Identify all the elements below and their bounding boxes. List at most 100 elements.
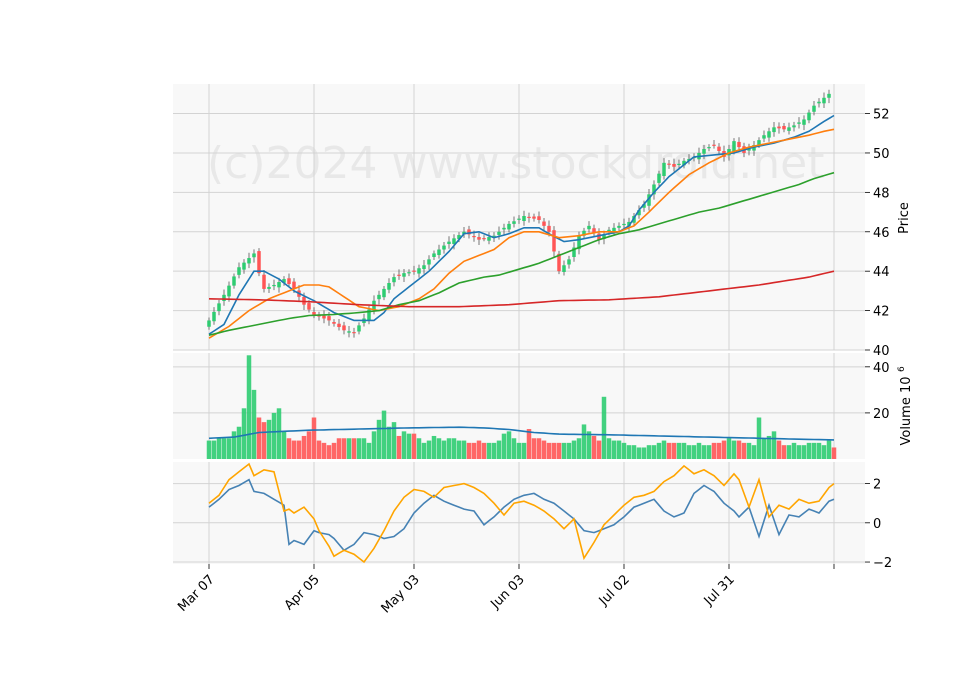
candlesticks [207, 89, 831, 338]
volume-bar [651, 445, 657, 459]
price-y-tick-label: 46 [873, 226, 890, 241]
volume-bar [331, 442, 337, 459]
candle-body [412, 270, 416, 272]
candle-body [712, 144, 716, 146]
volume-bar [326, 445, 332, 459]
volume-bar [631, 445, 637, 459]
volume-bar [556, 442, 562, 459]
volume-bar [596, 440, 602, 459]
volume-bar [766, 435, 772, 459]
volume-bar [461, 440, 467, 459]
volume-bar [621, 442, 627, 459]
volume-bar [561, 442, 567, 459]
volume-bar [511, 438, 517, 459]
candle-body [672, 163, 676, 167]
volume-bar [546, 442, 552, 459]
price-ma_mid-line [208, 128, 835, 339]
candle-body [757, 140, 761, 146]
candle-body [282, 279, 286, 283]
volume-bar [486, 442, 492, 459]
candle-body [667, 163, 671, 165]
volume-bar [796, 445, 802, 459]
volume-bar [491, 442, 497, 459]
volume-bar [501, 433, 507, 459]
candle-body [272, 284, 276, 287]
candle-body [597, 233, 601, 240]
volume-bar [356, 438, 362, 459]
candle-body [562, 265, 566, 272]
volume-bar [381, 410, 387, 459]
volume-bar [336, 438, 342, 459]
candle-body [612, 227, 616, 232]
candle-body [392, 277, 396, 283]
volume-bar [406, 433, 412, 459]
volume-bar [801, 445, 807, 459]
candle-body [517, 218, 521, 220]
volume-bar [471, 442, 477, 459]
volume-bar [586, 431, 592, 459]
x-tick-label: Mar 07 [175, 572, 218, 615]
volume-bar [636, 447, 642, 459]
candle-body [242, 262, 246, 270]
candle-body [647, 194, 651, 206]
candle-body [652, 184, 656, 195]
volume-axis-label-exponent: 6 [897, 366, 907, 372]
volume-bar [551, 442, 557, 459]
candle-body [267, 286, 271, 289]
volume-bar [601, 396, 607, 459]
x-tick-label: Apr 05 [282, 572, 323, 613]
volume-bar [346, 438, 352, 459]
volume-bar [541, 440, 547, 459]
price-axis-label: Price [897, 202, 912, 234]
candle-body [617, 225, 621, 228]
volume-bar [251, 389, 257, 459]
volume-bar [716, 442, 722, 459]
candle-body [382, 288, 386, 298]
candle-body [227, 285, 231, 297]
candle-body [422, 265, 426, 270]
volume-bar [296, 440, 302, 459]
candle-body [317, 315, 321, 317]
price-ma_long-line [208, 171, 835, 336]
candle-body [662, 162, 666, 177]
volume-bar [291, 440, 297, 459]
volume-bar [606, 438, 612, 459]
volume-bar [241, 408, 247, 459]
volume-bar [641, 447, 647, 459]
volume-bar [711, 442, 717, 459]
candle-body [622, 223, 626, 226]
candle-body [292, 281, 296, 289]
volume-bar [726, 438, 732, 459]
candle-body [792, 125, 796, 128]
volume-bar [221, 438, 227, 459]
volume-bar [816, 442, 822, 459]
candle-body [262, 274, 266, 289]
indicator-y-tick-label: 2 [873, 478, 881, 493]
candle-body [217, 303, 221, 312]
candle-body [247, 258, 251, 264]
candle-body [737, 141, 741, 148]
candle-body [377, 294, 381, 300]
volume-bar [791, 442, 797, 459]
volume-bar [351, 438, 357, 459]
volume-bar [661, 440, 667, 459]
candle-body [802, 119, 806, 125]
candle-body [732, 141, 736, 152]
volume-bar [256, 417, 262, 459]
volume-bar [696, 442, 702, 459]
volume-bar [701, 445, 707, 459]
candle-body [657, 173, 661, 183]
volume-bar [401, 431, 407, 459]
volume-bar [261, 422, 267, 459]
volume-axis-label: Volume 10 6 [897, 366, 914, 446]
volume-bar [671, 442, 677, 459]
volume-bar [496, 440, 502, 459]
candle-body [207, 320, 211, 327]
candle-body [457, 235, 461, 240]
volume-bar [481, 442, 487, 459]
volume-bar [396, 435, 402, 459]
volume-bar [411, 433, 417, 459]
candle-body [567, 259, 571, 265]
volume-bar [321, 442, 327, 459]
candle-body [397, 274, 401, 276]
